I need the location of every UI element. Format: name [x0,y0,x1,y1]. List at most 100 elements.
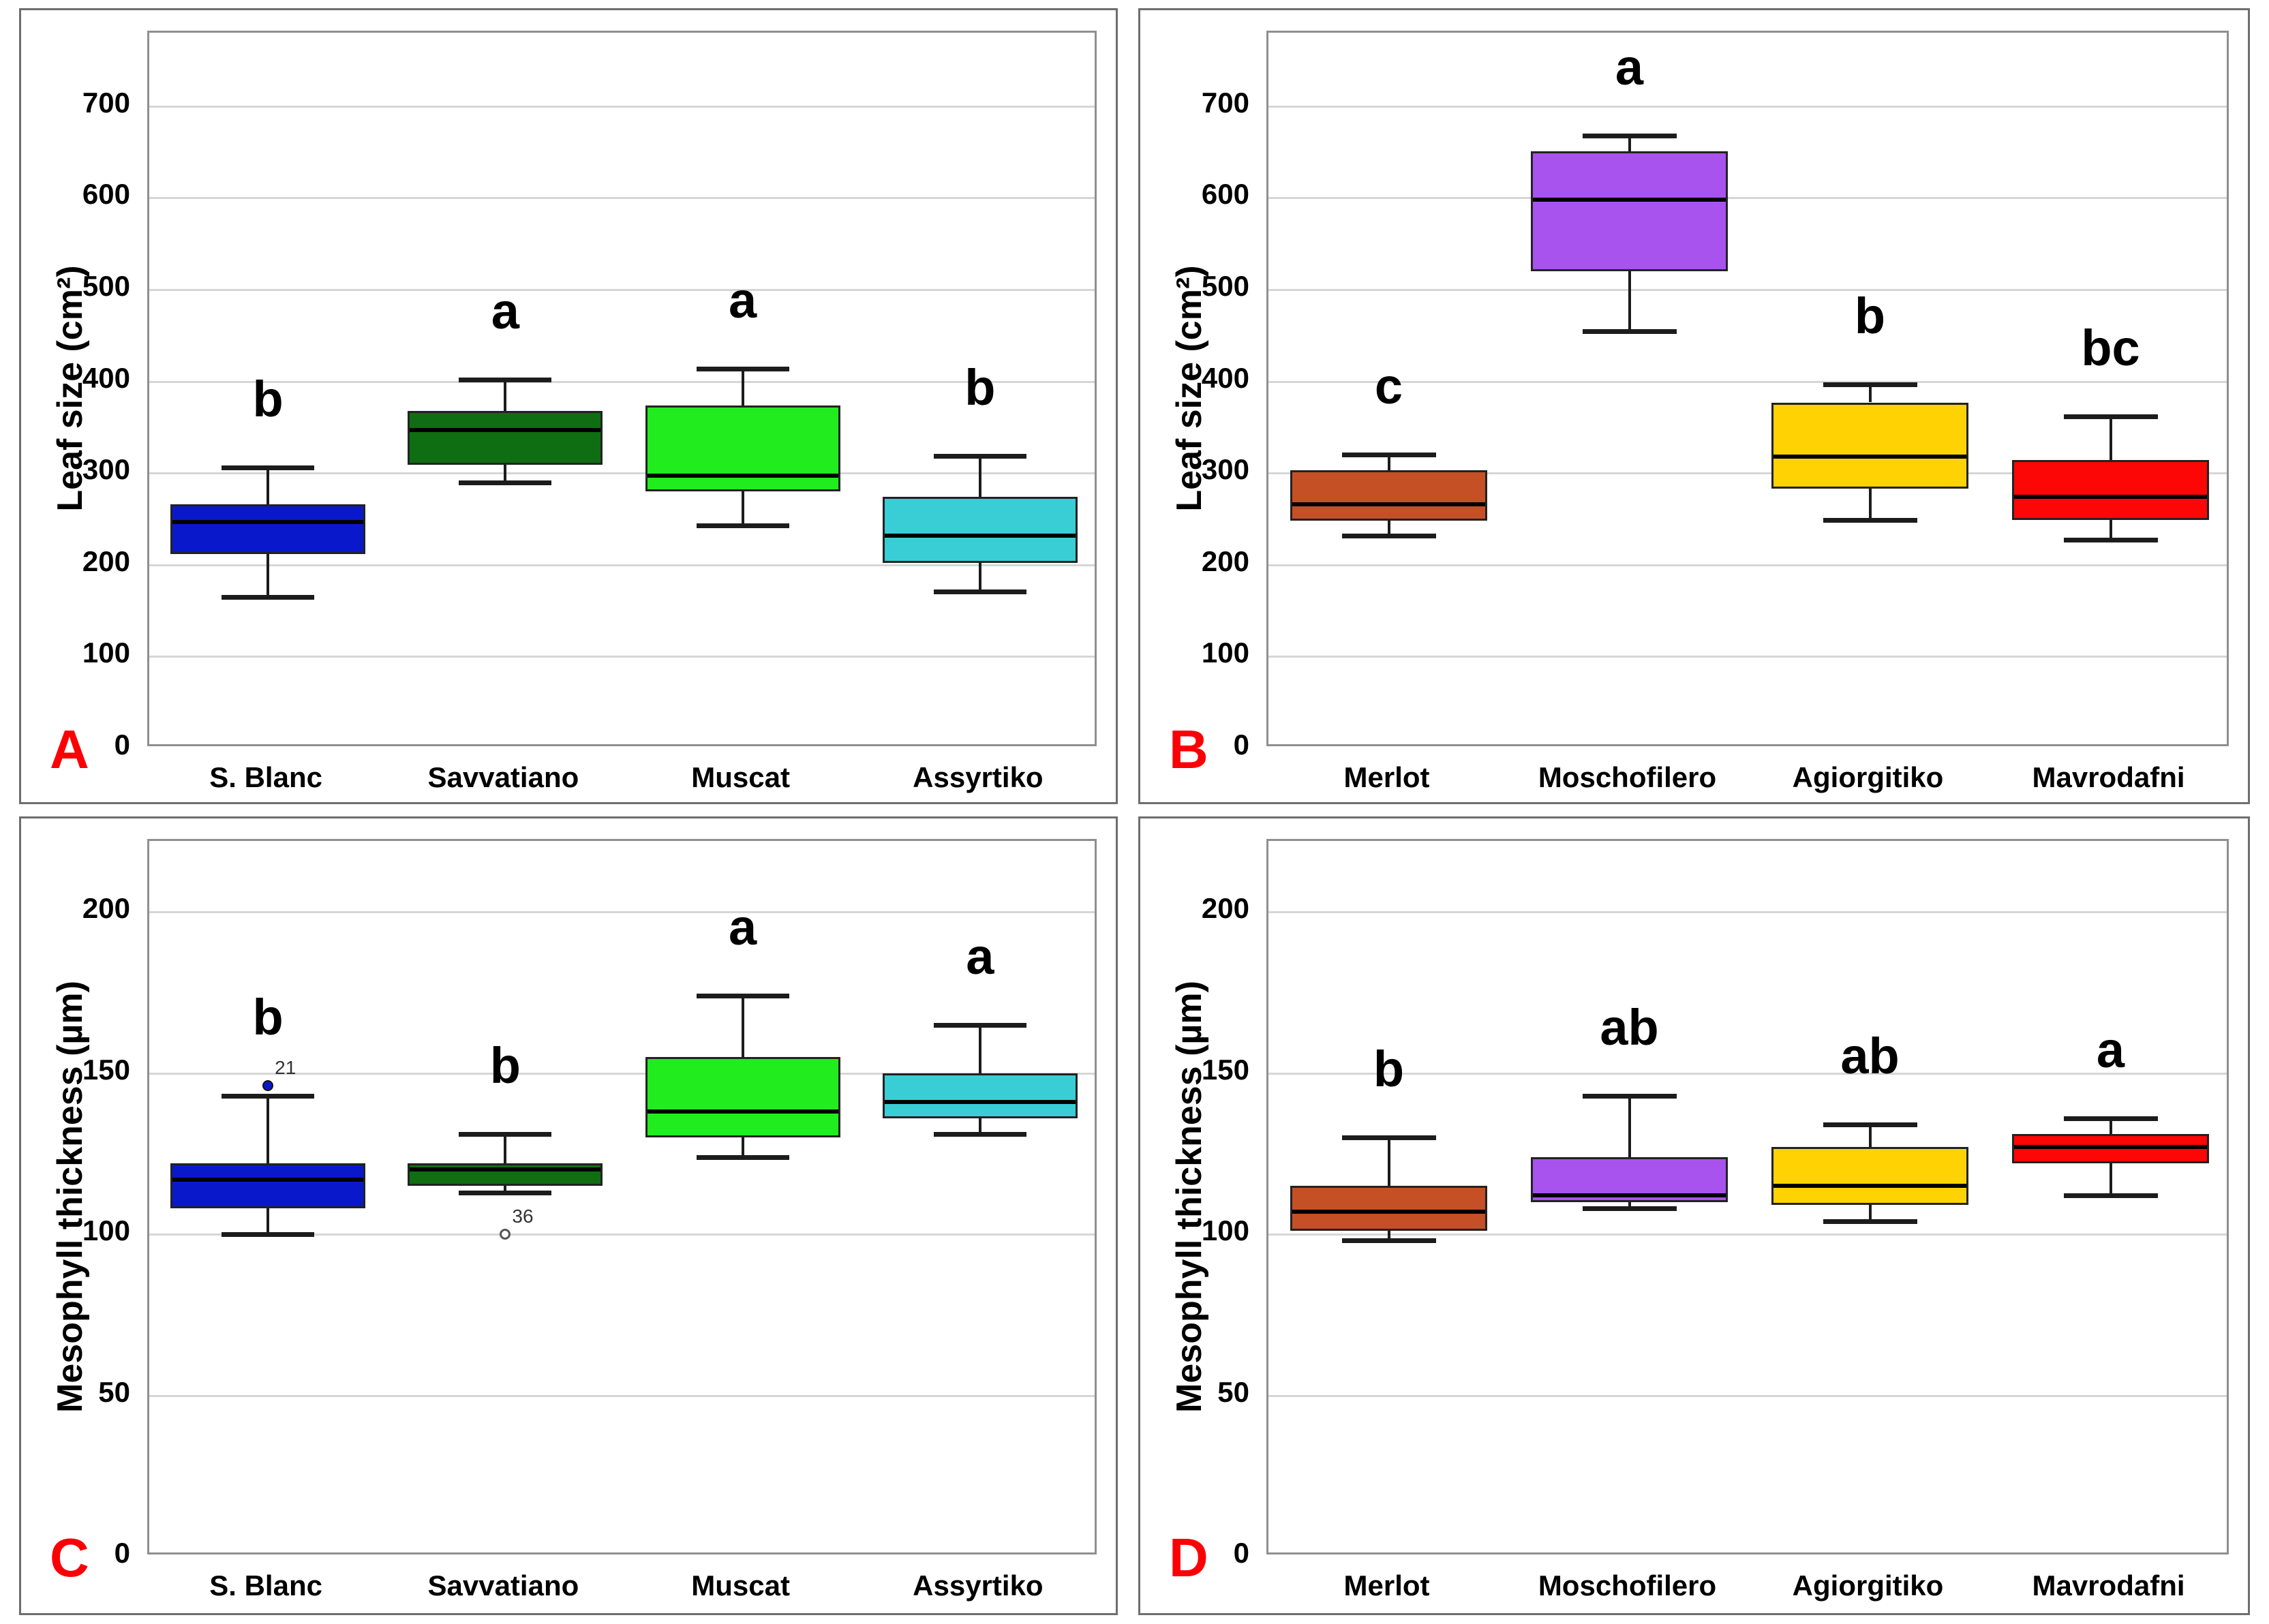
x-category-label: Merlot [1343,761,1430,793]
median-line [410,1167,601,1172]
y-axis-title: Mesophyll thickness (µm) [50,981,90,1413]
whisker-upper [741,996,744,1057]
whisker-lower [267,553,270,597]
significance-letter: ab [1600,998,1659,1056]
gridline-y-400 [1268,380,2227,383]
whisker-cap-max [459,377,552,382]
whisker-cap-min [1823,517,1917,523]
significance-letter: b [964,358,996,416]
significance-letter: b [1373,1041,1405,1098]
whisker-upper [741,368,744,405]
whisker-lower [741,1137,744,1157]
y-tick-label: 0 [1233,729,1249,761]
whisker-lower [978,563,981,592]
y-tick-label: 500 [1201,269,1249,302]
median-line [884,533,1076,538]
x-category-label: S. Blanc [209,1569,322,1602]
box-assyrtiko [882,497,1078,564]
y-tick-label: 0 [114,729,130,761]
whisker-lower [1387,1231,1390,1241]
x-category-label: Savvatiano [427,1569,579,1602]
gridline-y-100 [149,1234,1095,1236]
median-line [1292,1209,1485,1214]
y-tick-label: 200 [1201,892,1249,925]
outlier-point-open [500,1229,511,1240]
box-agiorgitiko [1771,402,1968,489]
x-category-label: Moschofilero [1538,761,1717,793]
outlier-label: 21 [275,1057,296,1079]
significance-letter: b [1854,287,1886,344]
gridline-y-300 [1268,472,2227,475]
median-line [1773,1184,1966,1189]
whisker-cap-min [696,1154,789,1160]
panel-letter-b: B [1169,719,1208,780]
significance-letter: a [2096,1021,2125,1078]
significance-letter: a [729,271,757,328]
whisker-lower [978,1118,981,1135]
whisker-cap-max [696,366,789,371]
panel-c-mesophyll-white-varieties: Mesophyll thickness (µm) 21 b 36 b a a 0 50 100 15… [19,816,1118,1615]
outlier-point-filled [262,1080,274,1092]
y-tick-label: 100 [82,1214,130,1247]
whisker-lower [1628,271,1631,331]
whisker-upper [1868,1124,1872,1148]
whisker-upper [2109,1118,2112,1135]
significance-letter: bc [2081,319,2140,376]
y-tick-label: 300 [82,453,130,486]
gridline-y-600 [1268,197,2227,200]
gridline-y-500 [149,288,1095,291]
significance-letter: b [489,1037,521,1094]
y-tick-label: 300 [1201,453,1249,486]
x-category-label: Merlot [1343,1569,1430,1602]
y-tick-label: 100 [82,637,130,669]
gridline-y-400 [149,380,1095,383]
median-line [647,474,838,478]
median-line [2014,495,2207,500]
y-tick-label: 700 [82,86,130,119]
gridline-y-200 [149,911,1095,914]
x-category-label: Muscat [691,1569,790,1602]
x-category-label: Agiorgitiko [1792,761,1944,793]
whisker-lower [2109,1163,2112,1196]
gridline-y-50 [149,1394,1095,1397]
whisker-cap-max [1582,133,1677,138]
panel-a-leaf-size-white-varieties: Leaf size (cm²) b a a b 0 100 200 300 400 500 600 70… [19,8,1118,804]
whisker-cap-min [1341,1238,1436,1244]
plot-area: b ab ab a [1266,839,2229,1554]
gridline-y-100 [1268,656,2227,658]
box-muscat [645,405,840,492]
gridline-y-300 [149,472,1095,475]
x-category-label: Agiorgitiko [1792,1569,1944,1602]
whisker-upper [267,468,270,504]
median-line [647,1109,838,1114]
whisker-cap-min [1823,1219,1917,1225]
panel-letter-c: C [50,1527,89,1588]
whisker-cap-min [459,1190,552,1195]
x-category-label: Assyrtiko [913,761,1044,793]
median-line [410,427,601,432]
whisker-upper [1868,384,1872,403]
whisker-upper [267,1095,270,1163]
whisker-lower [741,491,744,525]
x-category-label: Mavrodafni [2032,1569,2185,1602]
whisker-lower [504,1186,507,1193]
median-line [1773,454,1966,459]
whisker-lower [504,465,507,482]
significance-letter: b [252,989,284,1046]
whisker-lower [2109,519,2112,540]
median-line [172,519,364,524]
panel-d-mesophyll-red-varieties: Mesophyll thickness (µm) b ab ab a 0 50 100 150 2… [1138,816,2250,1615]
panel-b-leaf-size-red-varieties: Leaf size (cm²) c a b bc 0 100 200 300 400 500 600 7… [1138,8,2250,804]
whisker-lower [1387,521,1390,536]
plot-area: b a a b [147,31,1097,746]
panel-letter-d: D [1169,1527,1208,1588]
gridline-y-700 [149,105,1095,108]
panel-letter-a: A [50,719,89,780]
x-category-label: Moschofilero [1538,1569,1717,1602]
x-category-label: Mavrodafni [2032,761,2185,793]
y-tick-label: 400 [1201,361,1249,394]
whisker-cap-min [222,594,315,600]
y-tick-label: 100 [1201,637,1249,669]
x-category-label: Assyrtiko [913,1569,1044,1602]
whisker-cap-max [459,1132,552,1137]
